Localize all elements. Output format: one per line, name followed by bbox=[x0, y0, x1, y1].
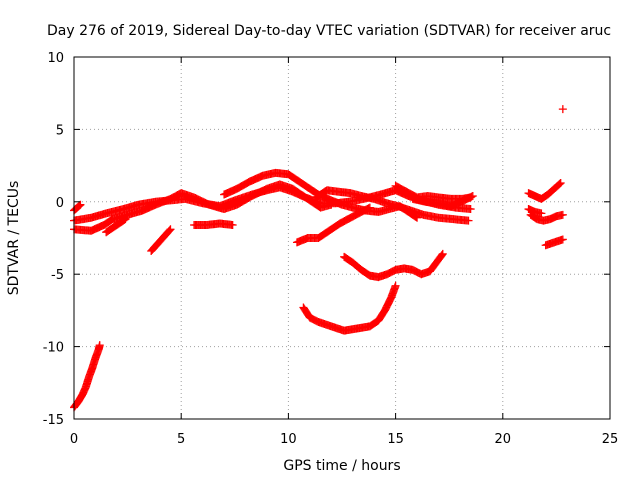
series-arc-14 bbox=[70, 200, 85, 215]
x-tick-label: 25 bbox=[602, 432, 619, 447]
y-tick-label: -15 bbox=[43, 413, 64, 428]
series-arc-4 bbox=[312, 186, 473, 225]
data-marks bbox=[70, 105, 567, 412]
data-point bbox=[537, 209, 546, 218]
y-tick-label: -10 bbox=[43, 341, 64, 356]
data-point bbox=[464, 216, 473, 225]
x-tick-label: 0 bbox=[70, 432, 78, 447]
series-arc-7 bbox=[102, 215, 130, 237]
series-arc-9 bbox=[190, 219, 237, 229]
y-tick-label: 0 bbox=[56, 196, 64, 211]
y-tick-label: 5 bbox=[56, 123, 64, 138]
series-arc-6 bbox=[408, 192, 477, 211]
series-arc-13 bbox=[70, 341, 104, 412]
data-point bbox=[75, 201, 84, 210]
data-point bbox=[554, 180, 563, 189]
data-point bbox=[437, 251, 446, 260]
series-arc-11 bbox=[340, 249, 447, 282]
data-point bbox=[120, 215, 129, 224]
data-point bbox=[228, 220, 237, 229]
series-arc-18 bbox=[541, 235, 567, 250]
data-point bbox=[74, 202, 83, 211]
data-point bbox=[391, 281, 400, 290]
data-point bbox=[558, 210, 567, 219]
grid bbox=[74, 57, 610, 419]
series-arc-2 bbox=[70, 180, 336, 235]
data-point bbox=[95, 341, 104, 350]
series-arc-15 bbox=[524, 178, 565, 203]
plot-frame bbox=[73, 56, 611, 420]
data-point bbox=[76, 200, 85, 209]
data-point bbox=[468, 192, 477, 201]
data-point bbox=[466, 205, 475, 214]
data-point bbox=[438, 249, 447, 258]
y-axis-label: SDTVAR / TECUs bbox=[6, 181, 22, 296]
series-arc-8 bbox=[147, 225, 175, 256]
x-tick-label: 20 bbox=[495, 432, 512, 447]
x-tick-label: 5 bbox=[177, 432, 185, 447]
data-point bbox=[166, 225, 175, 234]
series-arc-12 bbox=[299, 281, 400, 335]
data-point bbox=[556, 178, 565, 187]
y-tick-label: -5 bbox=[51, 268, 64, 283]
series-arc-10 bbox=[292, 203, 374, 247]
x-tick-label: 15 bbox=[387, 432, 404, 447]
series-arc-19 bbox=[558, 105, 567, 114]
data-point bbox=[165, 226, 174, 235]
data-point bbox=[121, 215, 130, 224]
chart-title: Day 276 of 2019, Sidereal Day-to-day VTE… bbox=[47, 23, 611, 39]
data-point bbox=[555, 179, 564, 188]
x-axis-label: GPS time / hours bbox=[283, 458, 400, 474]
y-tick-label: 10 bbox=[47, 51, 64, 66]
data-point bbox=[365, 203, 374, 212]
series-arc-16 bbox=[526, 210, 567, 225]
series-arc-17 bbox=[524, 205, 546, 218]
data-point bbox=[558, 235, 567, 244]
axis-ticks: 0 5 10 15 20 25 -15 -10 -5 0 5 10 bbox=[43, 51, 619, 447]
data-point bbox=[558, 105, 567, 114]
x-tick-label: 10 bbox=[280, 432, 297, 447]
